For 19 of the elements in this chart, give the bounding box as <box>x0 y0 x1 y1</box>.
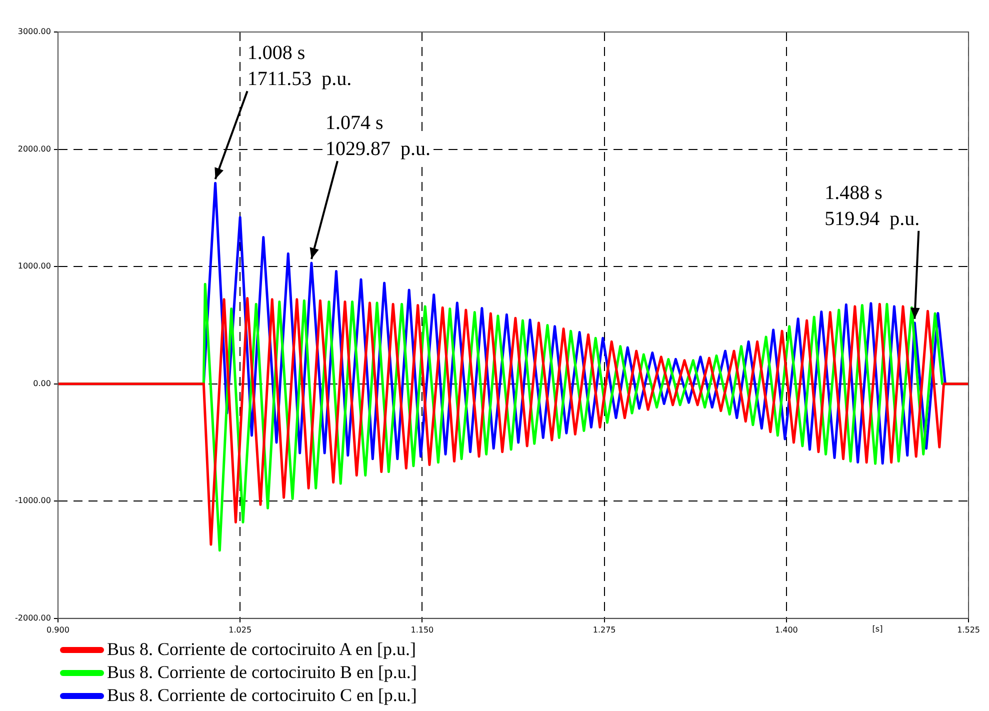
legend-label: Bus 8. Corriente de cortociruito C en [p.u.] <box>107 684 417 707</box>
legend-label: Bus 8. Corriente de cortociruito B en [p.u.] <box>107 661 417 684</box>
x-tick-label: 1.525 <box>957 625 980 634</box>
y-tick-label: 3000.00 <box>18 27 51 36</box>
x-tick-label: 1.025 <box>228 625 252 634</box>
annotation: 1.488 s 519.94 p.u. <box>824 182 920 230</box>
y-tick-label: -2000.00 <box>15 613 51 622</box>
y-tick-label: -1000.00 <box>15 496 51 506</box>
x-tick-label: 1.275 <box>592 625 616 634</box>
x-tick-label: 1.150 <box>410 625 434 634</box>
x-tick-label: 0.900 <box>46 625 70 634</box>
legend-label: Bus 8. Corriente de cortociruito A en [p.u.] <box>107 638 416 661</box>
annotation: 1.008 s 1711.53 p.u. <box>247 42 352 90</box>
y-tick-label: 2000.00 <box>18 144 51 154</box>
annotation: 1.074 s 1029.87 p.u. <box>325 112 430 160</box>
x-axis-title: [s] <box>872 624 883 634</box>
y-tick-label: 0.00 <box>33 378 51 388</box>
y-tick-label: 1000.00 <box>18 262 51 271</box>
x-tick-label: 1.400 <box>774 625 798 634</box>
